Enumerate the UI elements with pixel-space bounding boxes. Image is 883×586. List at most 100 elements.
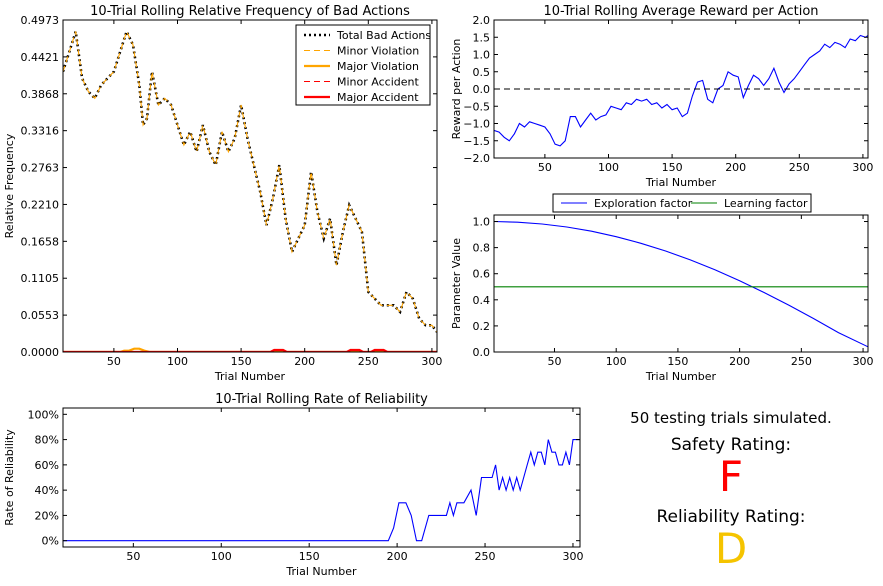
x-tick-label: 50 xyxy=(547,355,561,368)
legend-label: Total Bad Actions xyxy=(336,29,431,42)
y-tick-label: 0.5 xyxy=(473,66,491,79)
x-tick-label: 50 xyxy=(538,161,552,174)
y-tick-label: 0.0 xyxy=(473,346,491,359)
reliability-rating-label: Reliability Rating: xyxy=(656,507,806,527)
y-tick-label: 0.2 xyxy=(473,320,491,333)
y-tick-label: 0.1105 xyxy=(21,272,60,285)
exploration-factor-line xyxy=(494,220,868,348)
y-tick-label: −1.5 xyxy=(463,135,490,148)
legend-label: Major Accident xyxy=(337,91,419,104)
y-tick-label: 0.4973 xyxy=(21,14,60,27)
safety-rating-grade: F xyxy=(718,452,744,501)
reward-series-0-line xyxy=(494,34,868,147)
y-axis-label: Relative Frequency xyxy=(3,133,16,238)
parameters-chart: 50 100 150 200 250 300 0.0 0.2 0.4 0.6 0.8 1.0 Trial… xyxy=(450,193,874,383)
plot-area xyxy=(63,439,580,542)
legend-label: Minor Accident xyxy=(337,76,419,89)
y-tick-label: 0.3868 xyxy=(21,88,60,101)
x-tick-label: 200 xyxy=(387,550,408,563)
legend-label: Major Violation xyxy=(337,60,419,73)
total-bad-actions-line xyxy=(63,28,437,333)
legend-label: Minor Violation xyxy=(337,45,419,58)
chart-title: 10-Trial Rolling Average Reward per Acti… xyxy=(543,4,818,19)
y-tick-label: 2.0 xyxy=(473,14,491,27)
y-tick-label: 60% xyxy=(35,459,59,472)
x-tick-label: 100 xyxy=(606,355,627,368)
plot-frame xyxy=(493,19,869,159)
y-tick-label: 0.4 xyxy=(473,294,491,307)
y-tick-label: −1.0 xyxy=(463,118,490,131)
x-tick-label: 250 xyxy=(358,355,379,368)
x-tick-label: 150 xyxy=(662,161,683,174)
rating-summary: 50 testing trials simulated. Safety Rati… xyxy=(600,405,862,571)
y-tick-label: 80% xyxy=(35,434,59,447)
y-tick-label: −2.0 xyxy=(463,152,490,165)
x-tick-label: 50 xyxy=(126,550,140,563)
plot-frame xyxy=(62,19,438,353)
safety-rating-label: Safety Rating: xyxy=(670,435,792,455)
x-tick-label: 150 xyxy=(231,355,252,368)
plot-frame xyxy=(493,214,869,353)
plot-area xyxy=(494,220,868,348)
plot-frame xyxy=(62,407,581,548)
x-tick-label: 50 xyxy=(107,355,121,368)
major-accident-line xyxy=(63,348,437,352)
x-tick-label: 100 xyxy=(167,355,188,368)
legend-frame xyxy=(552,193,812,213)
x-tick-label: 150 xyxy=(667,355,688,368)
y-tick-label: 1.0 xyxy=(473,49,491,62)
x-tick-label: 200 xyxy=(729,355,750,368)
legend: Total Bad Actions Minor Violation Major Vi… xyxy=(295,24,431,106)
reward-chart: 10-Trial Rolling Average Reward per Acti… xyxy=(450,4,873,189)
x-tick-label: 150 xyxy=(299,550,320,563)
y-tick-label: 0.0553 xyxy=(21,309,60,322)
y-axis-label: Reward per Action xyxy=(450,39,463,140)
y-tick-label: 100% xyxy=(28,408,59,421)
y-tick-label: 0.8 xyxy=(473,242,491,255)
y-axis-label: Parameter Value xyxy=(450,238,463,329)
x-tick-label: 250 xyxy=(789,161,810,174)
x-tick-label: 100 xyxy=(211,550,232,563)
chart-title: 10-Trial Rolling Relative Frequency of B… xyxy=(90,4,410,19)
y-tick-label: 0.2763 xyxy=(21,162,60,175)
x-tick-label: 100 xyxy=(598,161,619,174)
y-tick-label: 0.1658 xyxy=(21,235,60,248)
chart-title: 10-Trial Rolling Rate of Reliability xyxy=(215,392,428,407)
x-tick-label: 300 xyxy=(421,355,442,368)
y-tick-label: 1.0 xyxy=(473,216,491,229)
reliability-chart: 10-Trial Rolling Rate of Reliability 50 10… xyxy=(3,392,583,578)
x-tick-label: 250 xyxy=(475,550,496,563)
plot-area xyxy=(494,34,868,147)
trials-simulated-text: 50 testing trials simulated. xyxy=(630,409,832,427)
minor-violation-line xyxy=(63,30,437,333)
x-axis-label: Trial Number xyxy=(285,565,357,578)
legend: Exploration factor Learning factor xyxy=(552,193,812,213)
y-tick-label: 0.4421 xyxy=(21,51,60,64)
y-tick-label: 0.2210 xyxy=(21,198,60,211)
reliability-rating-grade: D xyxy=(714,524,748,573)
legend-label: Exploration factor xyxy=(594,197,693,210)
x-tick-label: 300 xyxy=(853,355,874,368)
y-tick-label: 0.0000 xyxy=(21,346,60,359)
y-tick-label: 40% xyxy=(35,484,59,497)
reliability-series-0-line xyxy=(63,439,580,542)
x-tick-label: 200 xyxy=(725,161,746,174)
x-tick-label: 200 xyxy=(294,355,315,368)
y-tick-label: 0.6 xyxy=(473,268,491,281)
y-axis-label: Rate of Reliability xyxy=(3,429,16,526)
bad_actions-chart: 10-Trial Rolling Relative Frequency of B… xyxy=(3,4,442,383)
y-tick-label: 20% xyxy=(35,509,59,522)
x-tick-label: 300 xyxy=(852,161,873,174)
y-tick-label: 0.0 xyxy=(473,83,491,96)
y-tick-label: −0.5 xyxy=(463,100,490,113)
x-axis-label: Trial Number xyxy=(645,370,717,383)
x-tick-label: 250 xyxy=(791,355,812,368)
y-tick-label: 0% xyxy=(42,535,59,548)
legend-label: Learning factor xyxy=(724,197,808,210)
x-tick-label: 300 xyxy=(562,550,583,563)
x-axis-label: Trial Number xyxy=(645,176,717,189)
y-tick-label: 1.5 xyxy=(473,31,491,44)
x-axis-label: Trial Number xyxy=(214,370,286,383)
y-tick-label: 0.3316 xyxy=(21,125,60,138)
